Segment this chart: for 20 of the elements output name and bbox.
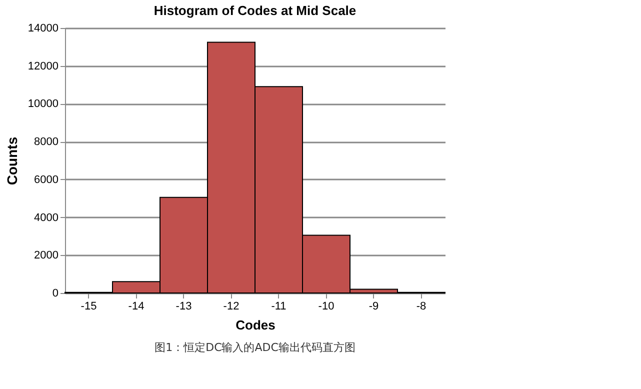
x-tick-label: -9 <box>368 300 379 312</box>
x-tick-label: -12 <box>223 300 240 312</box>
x-axis-title: Codes <box>236 318 276 332</box>
y-tick-label: 12000 <box>28 60 58 72</box>
y-tick-label: 6000 <box>34 174 58 186</box>
x-tick-label: -10 <box>318 300 334 312</box>
y-tick-label: 4000 <box>34 212 58 224</box>
y-tick-label: 0 <box>52 288 58 300</box>
y-tick-label: 10000 <box>28 98 58 110</box>
y-tick-label: 2000 <box>34 250 58 262</box>
chart-title: Histogram of Codes at Mid Scale <box>154 3 356 18</box>
y-tick-label: 8000 <box>34 136 58 148</box>
x-tick-label: -14 <box>128 300 144 312</box>
x-tick-label: -13 <box>176 300 192 312</box>
y-tick-label: 14000 <box>28 22 58 34</box>
y-axis-title: Counts <box>4 136 20 186</box>
caption: 图1：恒定DC输入的ADC输出代码直方图 <box>154 341 356 354</box>
x-tick-label: -11 <box>271 300 286 312</box>
x-tick-label: -8 <box>416 300 426 312</box>
x-tick-label: -15 <box>80 300 97 312</box>
